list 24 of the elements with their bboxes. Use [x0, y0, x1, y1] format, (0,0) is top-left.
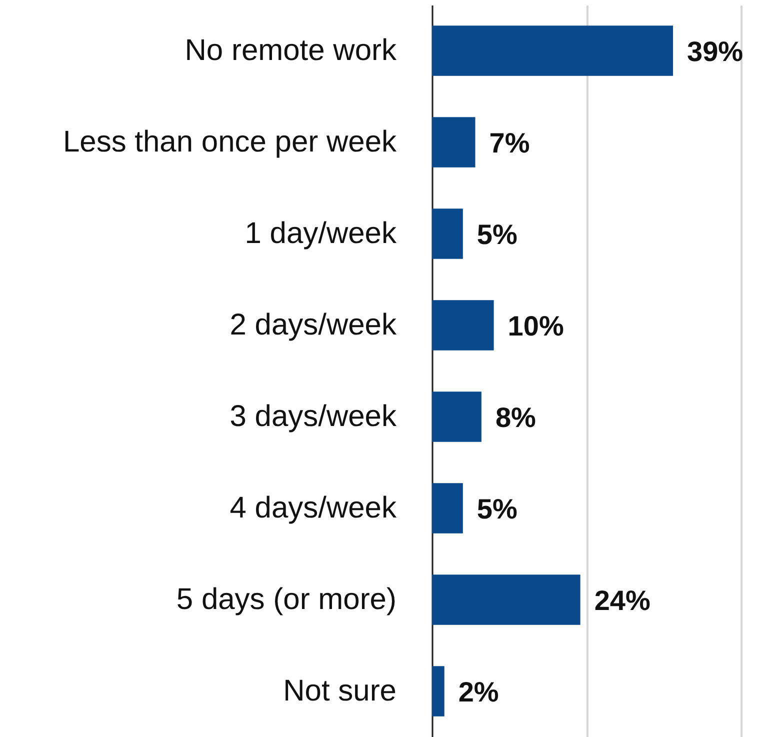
bar: [432, 117, 476, 168]
bar: [432, 574, 580, 625]
data-label: 5%: [476, 218, 518, 250]
data-label: 5%: [476, 493, 518, 524]
bar: [432, 300, 494, 350]
data-label: 10%: [508, 310, 564, 342]
data-label: 7%: [489, 127, 530, 158]
y-tick-label: 5 days (or more): [176, 582, 396, 616]
data-label: 8%: [495, 402, 536, 433]
data-label: 24%: [594, 584, 650, 616]
bar: [432, 392, 482, 442]
y-tick-label: Not sure: [283, 674, 396, 708]
bar: [432, 26, 674, 76]
data-label: 2%: [458, 676, 499, 708]
y-tick-label: 1 day/week: [244, 216, 398, 250]
y-tick-label: 2 days/week: [230, 308, 398, 342]
data-label: 39%: [687, 36, 744, 67]
bar: [432, 666, 444, 716]
y-tick-label: Less than once per week: [62, 125, 398, 158]
y-tick-label: No remote work: [184, 34, 398, 67]
bar: [432, 483, 463, 534]
y-tick-label: 4 days/week: [230, 491, 398, 524]
bar: [432, 208, 463, 259]
y-tick-label: 3 days/week: [230, 400, 398, 433]
